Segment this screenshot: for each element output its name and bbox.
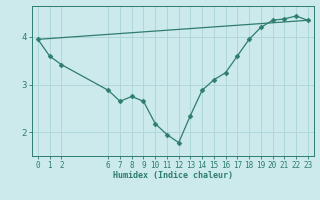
X-axis label: Humidex (Indice chaleur): Humidex (Indice chaleur): [113, 171, 233, 180]
